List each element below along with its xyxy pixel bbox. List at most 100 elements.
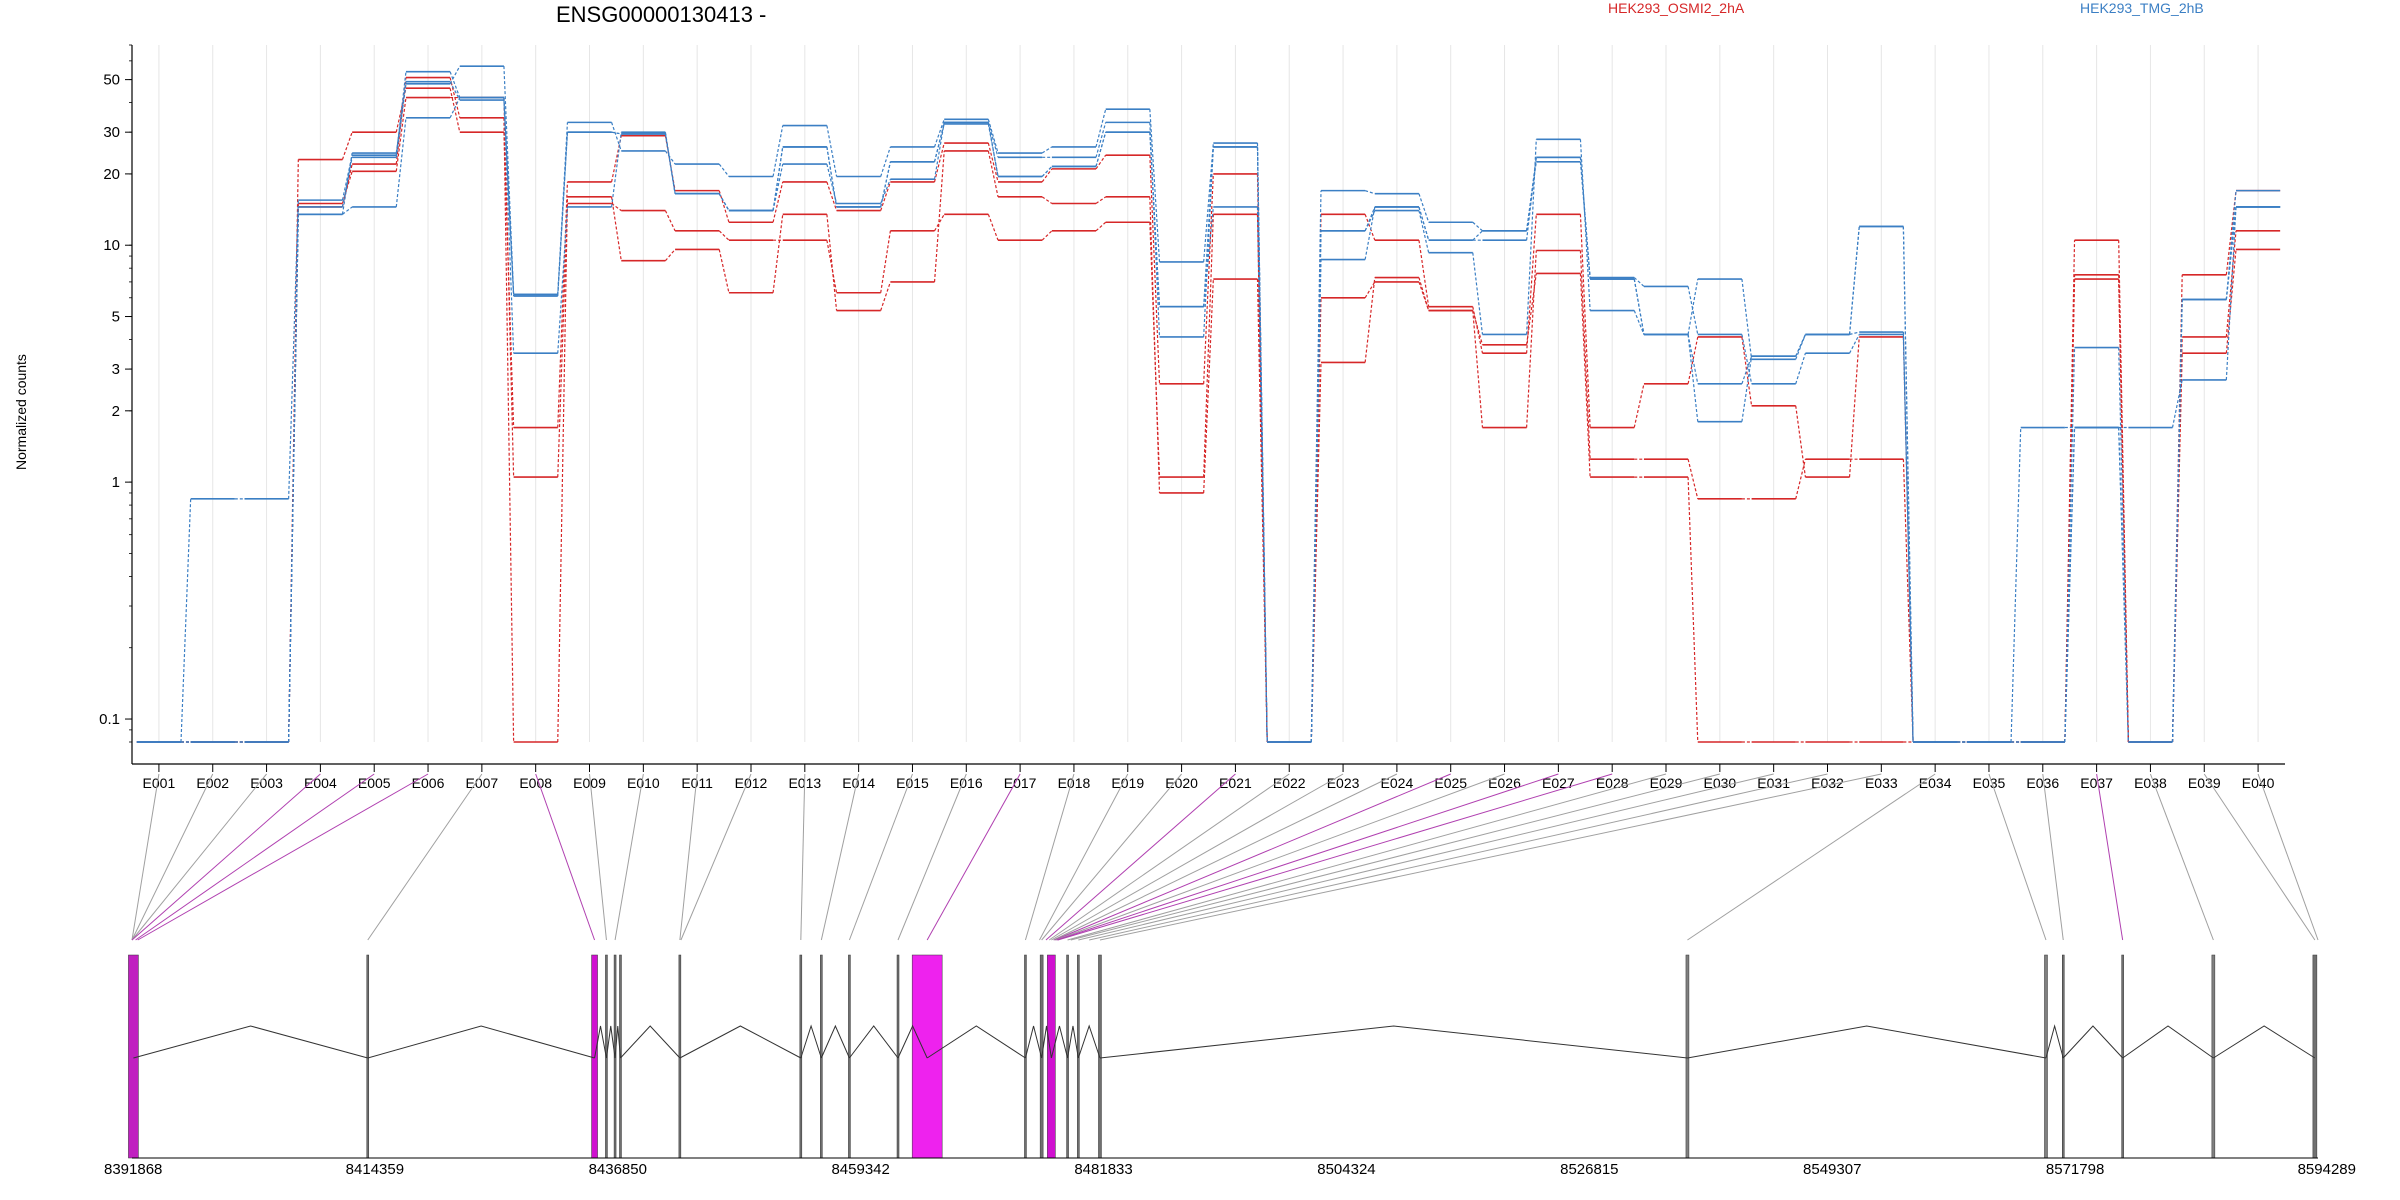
intron-line [679,1025,802,1059]
genome-coordinate-label-8571798: 8571798 [2046,1161,2104,1178]
exon-bar [366,954,370,1159]
series-2-connector [2118,274,2129,743]
series-4-connector [2010,427,2022,743]
series-5-connector [611,122,622,152]
exon-mapping-line-E020 [1041,773,1182,941]
exon-mapping-line-E032 [1089,773,1828,941]
series-7-connector [1149,132,1161,307]
series-7-connector [1579,157,1591,280]
y-tick-label-5: 5 [112,309,120,326]
x-tick-label-E038: E038 [2134,775,2167,791]
series-7-connector [1526,157,1537,231]
series-2-connector [1364,281,1376,299]
series-1-connector [880,181,891,211]
series-6-connector [1795,334,1806,360]
exon-mapping-line-E013 [800,773,806,941]
intron-line [897,1024,928,1059]
series-3-connector [1095,196,1107,204]
series-5-connector [288,214,299,743]
series-7-connector [1633,278,1645,335]
y-tick-label-1: 1 [112,474,120,491]
series-3-connector [987,150,999,197]
legend-label-osmi2: HEK293_OSMI2_2hA [1608,0,1745,16]
series-3-connector [557,196,569,743]
series-1-connector [1418,240,1430,307]
x-tick-label-E035: E035 [1973,775,2006,791]
series-2-connector [987,214,999,241]
series-5-connector [664,150,676,165]
genome-coordinate-label-8481833: 8481833 [1074,1161,1132,1178]
exon-mapping-line-E010 [614,773,644,941]
series-6-connector [1687,278,1699,335]
y-tick-label-20: 20 [103,166,120,183]
series-2-connector [880,230,891,293]
series-3-connector [1364,277,1376,363]
intron-line [367,1025,595,1059]
series-6-connector [341,152,353,215]
exon-mapping-line-E027 [1056,773,1559,941]
x-tick-label-E039: E039 [2188,775,2221,791]
series-1-connector [449,88,461,133]
y-tick-label-3: 3 [112,361,120,378]
series-3 [136,76,2281,743]
x-tick-label-E012: E012 [735,775,768,791]
x-tick-label-E009: E009 [573,775,606,791]
x-tick-label-E023: E023 [1327,775,1360,791]
genome-coordinate-label-8594289: 8594289 [2298,1161,2356,1178]
intron-line [1077,1024,1101,1059]
series-6 [136,80,2281,743]
series-1-connector [610,135,622,183]
exon-mapping-line-E002 [131,773,214,941]
exon-mapping-line-E021 [1045,773,1236,941]
exon-bar [128,954,139,1159]
series-4-connector [1364,190,1376,195]
series-5-connector [1472,252,1484,335]
exon-mapping-line-E003 [131,773,267,941]
exon-mapping-line-E007 [367,773,483,941]
x-tick-label-E040: E040 [2242,775,2275,791]
exon-mapping-line-E026 [1055,773,1505,941]
series-6-connector [1203,206,1214,307]
series-3-connector [1310,362,1322,743]
exon-mapping-line-E019 [1039,773,1129,941]
series-5-connector [1633,310,1645,335]
genome-coordinate-label-8414359: 8414359 [346,1161,404,1178]
exon-mapping-line-E034 [1687,773,1936,941]
series-5-connector [1741,356,1753,422]
x-tick-label-E008: E008 [519,775,552,791]
exon-bar [2312,954,2318,1159]
series-7-connector [1472,230,1483,241]
exon-bar [2121,954,2124,1159]
series-7-connector [987,123,999,177]
series-4-connector [180,498,192,743]
series-3-connector [1687,477,1699,743]
intron-line [1067,1025,1079,1059]
exon-mapping-line-E017 [926,773,1021,941]
series-2-connector [2225,230,2237,338]
exon-mapping-line-E029 [1067,773,1667,941]
series-3-connector [610,196,622,261]
series-5-connector [1095,109,1107,148]
series-4-connector [1203,146,1214,337]
series-5-connector [1149,109,1161,262]
series-7-connector [1041,166,1053,177]
series-5-connector [342,206,353,215]
exon-mapping-line-E035 [1988,773,2047,941]
series-1-connector [772,181,784,223]
series-7-connector [1364,206,1376,232]
series-4-connector [1795,353,1806,384]
series-7-connector [611,131,622,135]
series-3-connector [449,77,461,118]
series-5-connector [718,163,730,177]
intron-line [1687,1025,2047,1059]
intron-line [620,1025,681,1059]
x-tick-label-E006: E006 [412,775,445,791]
exon-mapping-line-E018 [1024,773,1075,941]
exon-mapping-line-E024 [1053,773,1398,941]
intron-line [2213,1025,2316,1059]
series-3-connector [2171,353,2183,743]
series-5-connector [880,146,891,177]
intron-line [1050,1025,1069,1059]
series-2-connector [1472,310,1484,428]
